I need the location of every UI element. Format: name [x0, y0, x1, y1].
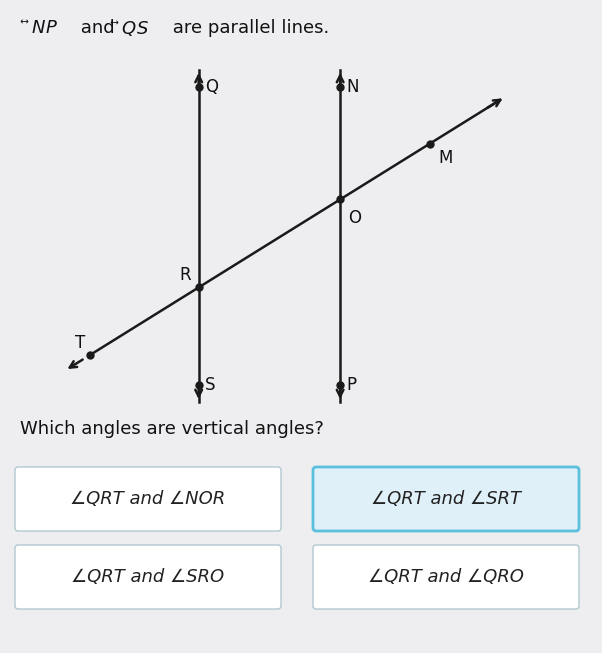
Text: R: R [179, 266, 191, 285]
Text: P: P [346, 376, 356, 394]
Text: Q: Q [205, 78, 218, 96]
Text: M: M [438, 148, 452, 167]
Text: ∠QRT and ∠SRT: ∠QRT and ∠SRT [371, 490, 521, 508]
Text: $\overleftrightarrow{QS}$: $\overleftrightarrow{QS}$ [110, 18, 149, 38]
FancyBboxPatch shape [313, 545, 579, 609]
Text: and: and [75, 19, 120, 37]
Text: are parallel lines.: are parallel lines. [167, 19, 329, 37]
Text: N: N [346, 78, 359, 96]
Text: O: O [348, 210, 361, 227]
Text: ∠QRT and ∠SRO: ∠QRT and ∠SRO [72, 568, 225, 586]
Text: Which angles are vertical angles?: Which angles are vertical angles? [20, 420, 324, 438]
Text: T: T [75, 334, 85, 352]
FancyBboxPatch shape [15, 467, 281, 531]
FancyBboxPatch shape [313, 467, 579, 531]
Text: ∠QRT and ∠NOR: ∠QRT and ∠NOR [70, 490, 226, 508]
Text: ∠QRT and ∠QRO: ∠QRT and ∠QRO [368, 568, 524, 586]
Text: $\overleftrightarrow{NP}$: $\overleftrightarrow{NP}$ [20, 19, 58, 37]
FancyBboxPatch shape [15, 545, 281, 609]
Text: S: S [205, 376, 215, 394]
